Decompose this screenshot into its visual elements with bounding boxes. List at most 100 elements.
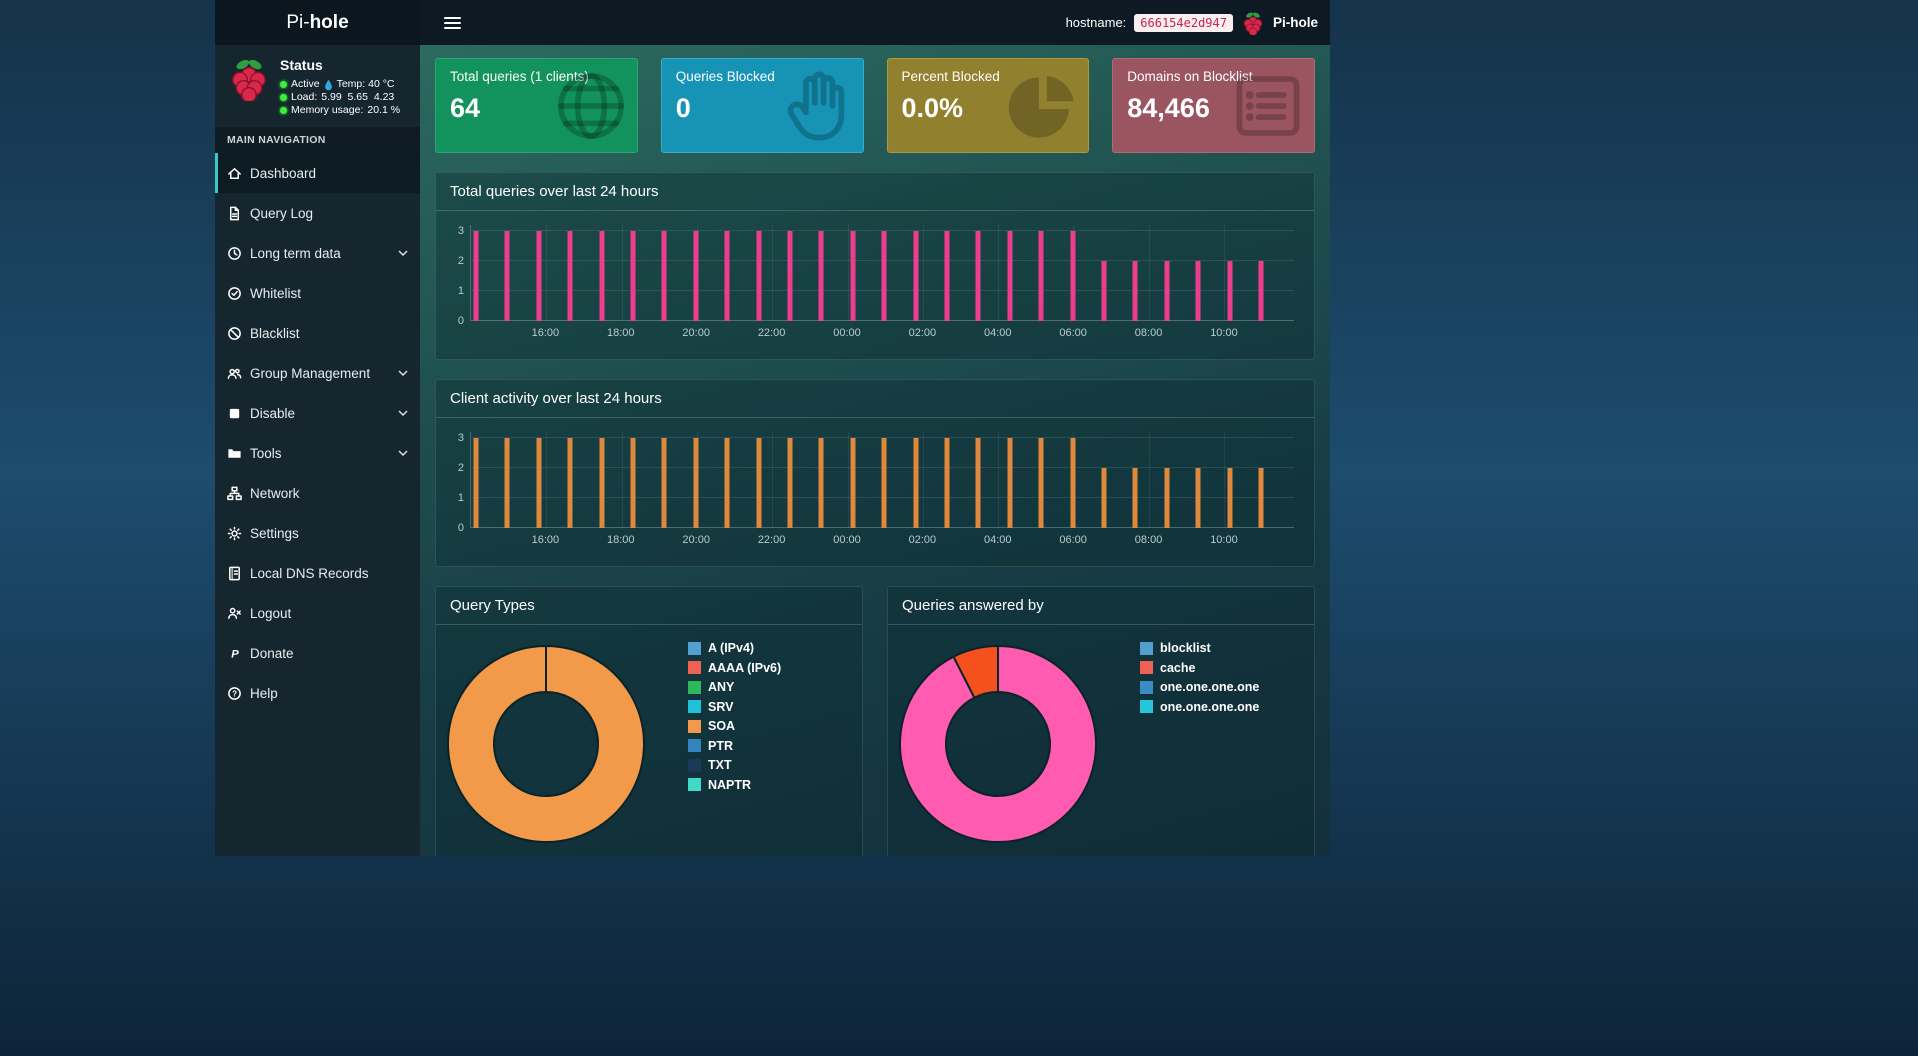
legend-item-soa[interactable]: SOA: [688, 719, 781, 733]
chart-bar[interactable]: [818, 438, 824, 528]
chart-bar[interactable]: [599, 231, 605, 321]
legend-item-srv[interactable]: SRV: [688, 700, 781, 714]
chart-bar[interactable]: [1164, 261, 1170, 321]
legend-item-aaaa-ipv6[interactable]: AAAA (IPv6): [688, 661, 781, 675]
chart-bar[interactable]: [850, 231, 856, 321]
bottom-row: Query Types A (IPv4) AAAA (IPv6) ANY SRV SOA…: [435, 586, 1315, 856]
sidebar-section-label: MAIN NAVIGATION: [215, 127, 420, 153]
chart-bar[interactable]: [724, 438, 730, 528]
sidebar-item-donate[interactable]: P Donate: [215, 633, 420, 673]
sidebar-item-local-dns-records[interactable]: Local DNS Records: [215, 553, 420, 593]
x-tick-label: 10:00: [1210, 534, 1238, 546]
legend-item-txt[interactable]: TXT: [688, 758, 781, 772]
donut-slice-soa[interactable]: [447, 645, 645, 843]
sidebar-item-tools[interactable]: Tools: [215, 433, 420, 473]
chart-bar[interactable]: [661, 438, 667, 528]
chart-bar[interactable]: [818, 231, 824, 321]
chart-bar[interactable]: [787, 438, 793, 528]
chart-bar[interactable]: [850, 438, 856, 528]
chart-bar[interactable]: [630, 438, 636, 528]
legend-swatch: [1140, 680, 1153, 694]
hostname-value: 666154e2d947: [1134, 13, 1233, 32]
chart-bar[interactable]: [756, 231, 762, 321]
chart-bar[interactable]: [1258, 261, 1264, 321]
status-value: Temp: 40 °C: [336, 78, 395, 90]
chart-bar[interactable]: [881, 231, 887, 321]
donut-slice-cache[interactable]: [952, 645, 999, 699]
chart-bar[interactable]: [504, 231, 510, 321]
sidebar-item-disable[interactable]: Disable: [215, 393, 420, 433]
hamburger-icon[interactable]: [440, 11, 465, 35]
sidebar-item-query-log[interactable]: Query Log: [215, 193, 420, 233]
chart-bar[interactable]: [693, 231, 699, 321]
chart-bar[interactable]: [1227, 261, 1233, 321]
sidebar-item-group-management[interactable]: Group Management: [215, 353, 420, 393]
chart-bar[interactable]: [693, 438, 699, 528]
chart-bar[interactable]: [661, 231, 667, 321]
x-tick-label: 20:00: [682, 327, 710, 339]
chart-bar[interactable]: [504, 438, 510, 528]
chart-bar[interactable]: [1007, 231, 1013, 321]
sidebar-item-settings[interactable]: Settings: [215, 513, 420, 553]
chart-bar[interactable]: [1132, 261, 1138, 321]
chart-bar[interactable]: [1195, 261, 1201, 321]
sidebar-item-blacklist[interactable]: Blacklist: [215, 313, 420, 353]
chart-bar[interactable]: [1101, 468, 1107, 528]
chart-bar[interactable]: [536, 231, 542, 321]
question-icon: ?: [227, 686, 250, 701]
gridline-v: [1148, 432, 1150, 528]
chart-bar[interactable]: [1038, 231, 1044, 321]
chart-bar[interactable]: [536, 438, 542, 528]
donut-slice-one-one-one-one[interactable]: [899, 645, 1097, 843]
legend-item-blocklist[interactable]: blocklist: [1140, 641, 1259, 655]
chart-bar[interactable]: [567, 438, 573, 528]
users-icon: [227, 366, 250, 381]
chart-bar[interactable]: [1070, 438, 1076, 528]
chart-bar[interactable]: [913, 231, 919, 321]
chart-bar[interactable]: [473, 438, 479, 528]
legend-item-a-ipv4[interactable]: A (IPv4): [688, 641, 781, 655]
chart-bar[interactable]: [975, 438, 981, 528]
chart-bar[interactable]: [881, 438, 887, 528]
legend-item-one-one-one-one[interactable]: one.one.one.one: [1140, 680, 1259, 694]
gridline-v: [922, 432, 924, 528]
sidebar-item-whitelist[interactable]: Whitelist: [215, 273, 420, 313]
legend-item-naptr[interactable]: NAPTR: [688, 778, 781, 792]
chart-bar[interactable]: [1038, 438, 1044, 528]
chart-bar[interactable]: [1007, 438, 1013, 528]
chart-bar[interactable]: [944, 438, 950, 528]
sidebar-item-long-term-data[interactable]: Long term data: [215, 233, 420, 273]
legend-label: SOA: [708, 719, 736, 733]
navbar-right: hostname: 666154e2d947 Pi-hole: [1066, 11, 1318, 35]
chart-bar[interactable]: [913, 438, 919, 528]
client-activity-chart[interactable]: 16:00 18:00 20:00 22:00 00:00 02:00 04:00 06:00…: [436, 418, 1314, 566]
legend-item-one-one-one-one[interactable]: one.one.one.one: [1140, 700, 1259, 714]
chart-bar[interactable]: [473, 231, 479, 321]
chart-bar[interactable]: [1070, 231, 1076, 321]
legend-item-cache[interactable]: cache: [1140, 661, 1259, 675]
chart-bar[interactable]: [1164, 468, 1170, 528]
panel-title: Query Types: [436, 587, 862, 625]
sidebar-item-network[interactable]: Network: [215, 473, 420, 513]
chart-bar[interactable]: [630, 231, 636, 321]
chart-bar[interactable]: [567, 231, 573, 321]
chart-bar[interactable]: [1195, 468, 1201, 528]
x-tick-label: 22:00: [757, 534, 786, 546]
chart-bar[interactable]: [1258, 468, 1264, 528]
chart-bar[interactable]: [944, 231, 950, 321]
total-queries-chart[interactable]: 16:00 18:00 20:00 22:00 00:00 02:00 04:00 06:00…: [436, 211, 1314, 359]
chart-bar[interactable]: [1227, 468, 1233, 528]
status-row: Active Temp: 40 °C: [280, 78, 400, 91]
chart-bar[interactable]: [1101, 261, 1107, 321]
chart-bar[interactable]: [787, 231, 793, 321]
chart-bar[interactable]: [756, 438, 762, 528]
sidebar-item-dashboard[interactable]: Dashboard: [215, 153, 420, 193]
legend-item-ptr[interactable]: PTR: [688, 739, 781, 753]
chart-bar[interactable]: [975, 231, 981, 321]
chart-bar[interactable]: [724, 231, 730, 321]
sidebar-item-logout[interactable]: Logout: [215, 593, 420, 633]
chart-bar[interactable]: [1132, 468, 1138, 528]
sidebar-item-help[interactable]: ? Help: [215, 673, 420, 713]
chart-bar[interactable]: [599, 438, 605, 528]
legend-item-any[interactable]: ANY: [688, 680, 781, 694]
